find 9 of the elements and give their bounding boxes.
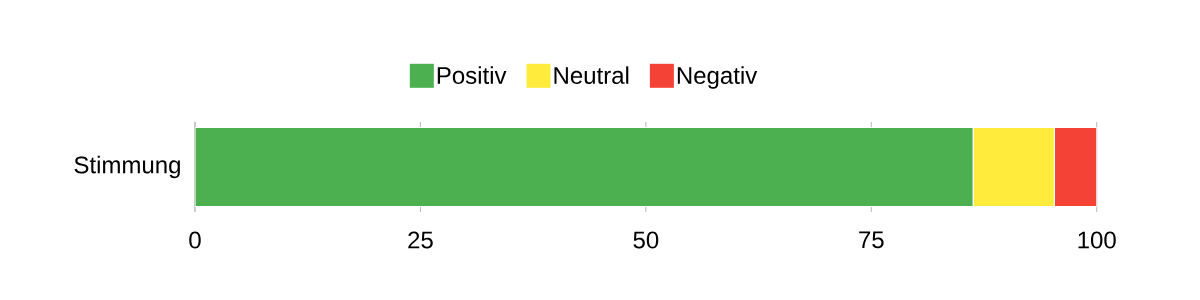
x-tick-label: 75 [859,231,884,249]
y-tick-label: Stimmung [74,155,180,179]
x-tick-label: 25 [408,231,433,249]
x-tick-label: 100 [1078,231,1116,249]
x-tick-label: 0 [189,231,201,249]
legend-label: Positiv [437,66,507,84]
legend-label: Negativ [677,66,758,89]
legend-label: Neutral [554,66,629,84]
x-tick-label: 50 [633,231,659,249]
